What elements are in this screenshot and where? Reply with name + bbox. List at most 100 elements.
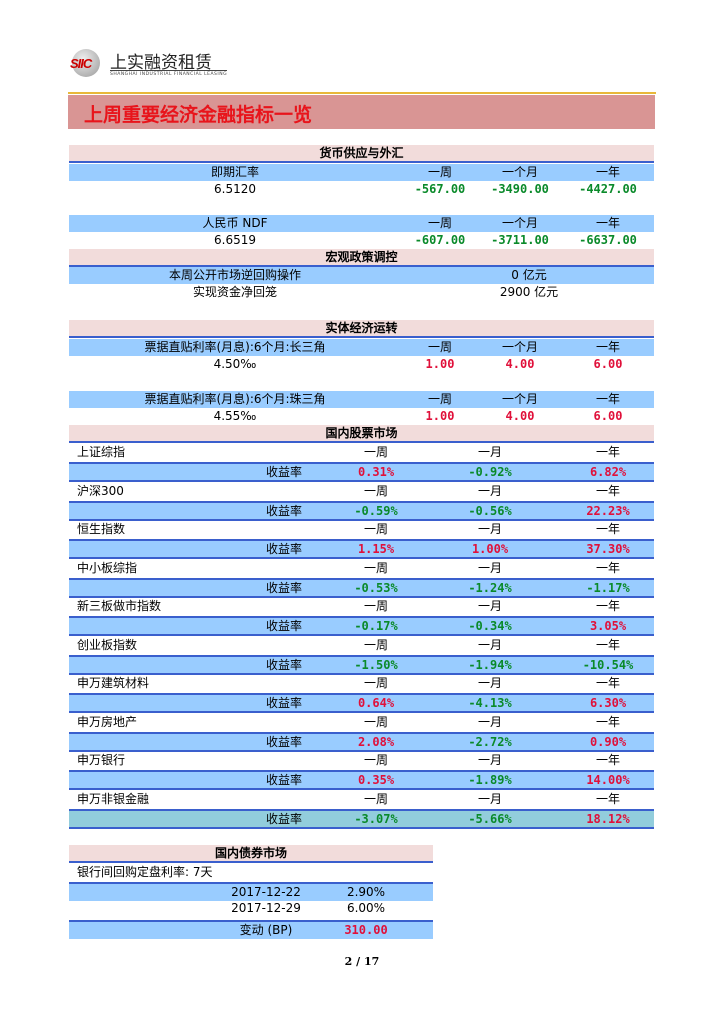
change-value: 4.00 [505, 357, 535, 371]
indicator-label: 人民币 NDF [202, 216, 268, 230]
macro-row: 本周公开市场逆回购操作 0 亿元 [69, 267, 654, 284]
section-header: 国内债券市场 [69, 845, 433, 863]
column-header: 一年 [595, 522, 621, 536]
return-value: -1.89% [468, 773, 512, 787]
indicator-label: 票据直贴利率(月息):6个月:珠三角 [144, 392, 326, 406]
macro-value: 2900 亿元 [499, 285, 559, 299]
return-label: 收益率 [265, 542, 303, 556]
logo-mark: SIIC [70, 56, 92, 71]
column-header: 一月 [477, 522, 503, 536]
stock-name: 中小板综指 [77, 560, 138, 575]
return-value: 6.82% [589, 465, 627, 479]
stock-name-row: 申万非银金融 一周 一月 一年 [69, 791, 654, 808]
title-band: 上周重要经济金融指标一览 [68, 95, 655, 129]
return-value: 0.35% [357, 773, 395, 787]
bond-value: 6.00% [346, 901, 386, 915]
bond-value: 2.90% [346, 885, 386, 899]
block-header-row: 票据直贴利率(月息):6个月:珠三角 一周 一个月 一年 [69, 391, 654, 408]
stock-return-row: 收益率 2.08% -2.72% 0.90% [69, 731, 654, 752]
indicator-value: 4.55‰ [213, 409, 257, 423]
stock-return-row: 收益率 -0.59% -0.56% 22.23% [69, 500, 654, 521]
column-header: 一个月 [501, 340, 539, 354]
change-label: 变动 (BP) [239, 923, 293, 937]
column-header: 一年 [595, 445, 621, 459]
column-header: 一月 [477, 483, 503, 498]
bond-label: 银行间回购定盘利率: 7天 [77, 865, 213, 879]
column-header: 一月 [477, 714, 503, 729]
column-header: 一周 [427, 392, 453, 406]
header-divider [68, 92, 656, 94]
return-label: 收益率 [265, 811, 303, 826]
column-header: 一周 [427, 216, 453, 230]
stock-name: 沪深300 [77, 483, 124, 498]
column-header: 一周 [363, 637, 389, 652]
return-value: -0.56% [468, 503, 512, 518]
stock-name-row: 申万房地产 一周 一月 一年 [69, 714, 654, 731]
return-value: 1.00% [471, 542, 509, 556]
bond-label-row: 银行间回购定盘利率: 7天 [69, 864, 433, 881]
return-value: 37.30% [586, 542, 630, 556]
return-value: -1.94% [468, 657, 512, 672]
column-header: 一周 [363, 676, 389, 690]
column-header: 一月 [477, 753, 503, 767]
return-value: -1.17% [586, 580, 630, 595]
return-value: -5.66% [468, 811, 512, 826]
column-header: 一周 [363, 445, 389, 459]
return-value: 0.90% [589, 734, 627, 749]
return-value: 18.12% [586, 811, 630, 826]
column-header: 一年 [595, 676, 621, 690]
change-value: -3711.00 [491, 233, 549, 247]
change-value: -6637.00 [579, 233, 637, 247]
block-header-row: 即期汇率 一周 一个月 一年 [69, 164, 654, 181]
change-value: -607.00 [414, 233, 466, 247]
column-header: 一月 [477, 599, 503, 613]
column-header: 一月 [477, 676, 503, 690]
column-header: 一个月 [501, 392, 539, 406]
stock-name-row: 新三板做市指数 一周 一月 一年 [69, 598, 654, 615]
stock-name: 申万银行 [77, 753, 126, 767]
section-header: 国内股票市场 [69, 425, 654, 443]
stock-name: 申万非银金融 [77, 791, 150, 806]
stock-return-row: 收益率 -0.53% -1.24% -1.17% [69, 577, 654, 598]
change-value: 6.00 [593, 409, 623, 423]
change-value: -3490.00 [491, 182, 549, 196]
bond-change-row: 变动 (BP) 310.00 [69, 920, 433, 939]
column-header: 一月 [477, 637, 503, 652]
stock-return-row: 收益率 0.31% -0.92% 6.82% [69, 462, 654, 482]
macro-label: 本周公开市场逆回购操作 [168, 268, 302, 282]
return-value: -0.17% [354, 619, 398, 633]
return-value: -4.13% [468, 696, 512, 710]
column-header: 一个月 [501, 216, 539, 230]
bond-row: 2017-12-22 2.90% [69, 882, 433, 901]
stock-name-row: 中小板综指 一周 一月 一年 [69, 560, 654, 577]
column-header: 一月 [477, 560, 503, 575]
stock-return-row: 收益率 0.64% -4.13% 6.30% [69, 693, 654, 713]
macro-value: 0 亿元 [511, 268, 547, 282]
column-header: 一个月 [501, 165, 539, 179]
column-header: 一周 [363, 560, 389, 575]
block-value-row: 4.50‰ 1.00 4.00 6.00 [69, 356, 654, 373]
stock-return-row: 收益率 -3.07% -5.66% 18.12% [69, 808, 654, 829]
bond-date: 2017-12-29 [231, 901, 301, 915]
column-header: 一月 [477, 445, 503, 459]
macro-label: 实现资金净回笼 [192, 285, 278, 299]
logo-name-en: SHANGHAI INDUSTRIAL FINANCIAL LEASING [110, 70, 228, 77]
indicator-value: 4.50‰ [213, 357, 257, 371]
company-logo: SIIC 上实融资租赁 SHANGHAI INDUSTRIAL FINANCIA… [70, 47, 228, 81]
column-header: 一年 [595, 483, 621, 498]
column-header: 一年 [595, 392, 621, 406]
return-value: -0.34% [468, 619, 512, 633]
stock-name-row: 创业板指数 一周 一月 一年 [69, 637, 654, 654]
change-value: -4427.00 [579, 182, 637, 196]
column-header: 一周 [363, 522, 389, 536]
stock-return-row: 收益率 -0.17% -0.34% 3.05% [69, 616, 654, 636]
column-header: 一周 [363, 599, 389, 613]
stock-name: 申万房地产 [77, 714, 138, 729]
return-value: 0.64% [357, 696, 395, 710]
column-header: 一年 [595, 791, 621, 806]
indicator-value: 6.6519 [214, 233, 256, 247]
column-header: 一周 [427, 340, 453, 354]
return-value: 1.15% [357, 542, 395, 556]
column-header: 一年 [595, 599, 621, 613]
return-value: 6.30% [589, 696, 627, 710]
